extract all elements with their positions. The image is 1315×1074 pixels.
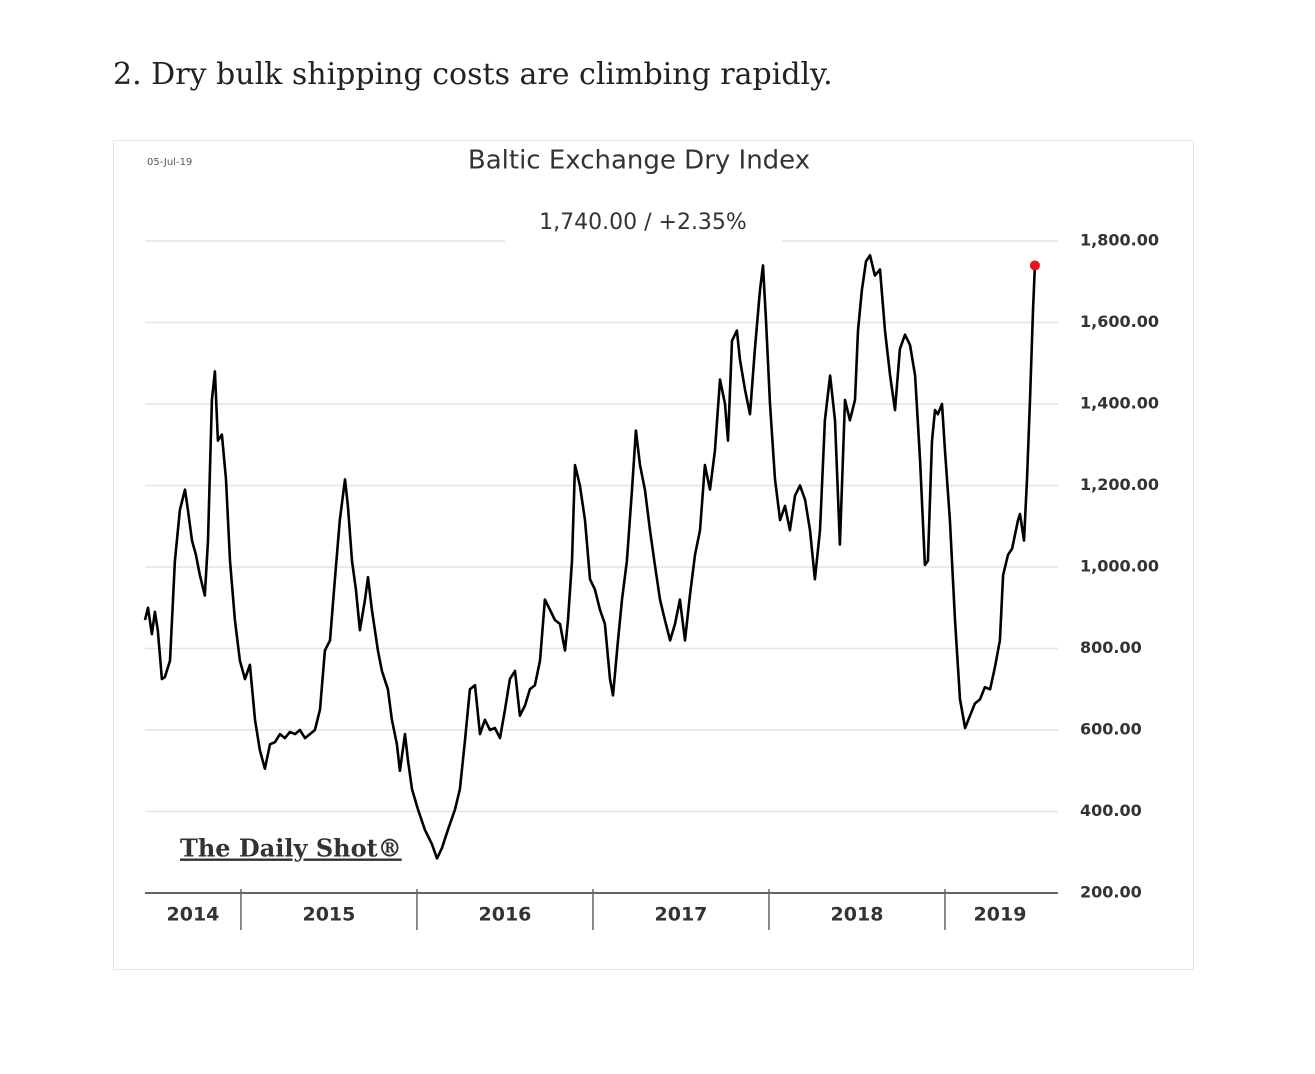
y-tick-label: 600.00 — [1080, 720, 1142, 739]
annotation: 1,740.00 / +2.35% — [539, 210, 747, 235]
heading: 2. Dry bulk shipping costs are climbing … — [113, 57, 833, 92]
y-tick-label: 200.00 — [1080, 883, 1142, 902]
y-tick-label: 400.00 — [1080, 801, 1142, 820]
y-tick-label: 800.00 — [1080, 638, 1142, 657]
y-tick-label: 1,000.00 — [1080, 557, 1159, 576]
x-tick-label: 2016 — [479, 904, 532, 926]
y-tick-label: 1,400.00 — [1080, 394, 1159, 413]
x-tick-label: 2014 — [167, 904, 220, 926]
y-tick-label: 1,200.00 — [1080, 475, 1159, 494]
x-tick-label: 2018 — [831, 904, 884, 926]
date-label: 05-Jul-19 — [147, 157, 192, 168]
annotation-box — [505, 205, 782, 249]
x-tick-label: 2015 — [302, 904, 355, 926]
chart-title: Baltic Exchange Dry Index — [468, 146, 810, 176]
data-line — [143, 254, 1037, 860]
y-tick-label: 1,600.00 — [1080, 312, 1159, 331]
x-tick-label: 2017 — [655, 904, 708, 926]
last-point — [1029, 260, 1040, 271]
watermark: The Daily Shot® — [180, 834, 402, 863]
x-tick-label: 2019 — [974, 904, 1027, 926]
y-tick-label: 1,800.00 — [1080, 231, 1159, 250]
plot: 200.00 400.00 600.00 800.00 1,000.00 1,200.00… — [143, 231, 1159, 930]
